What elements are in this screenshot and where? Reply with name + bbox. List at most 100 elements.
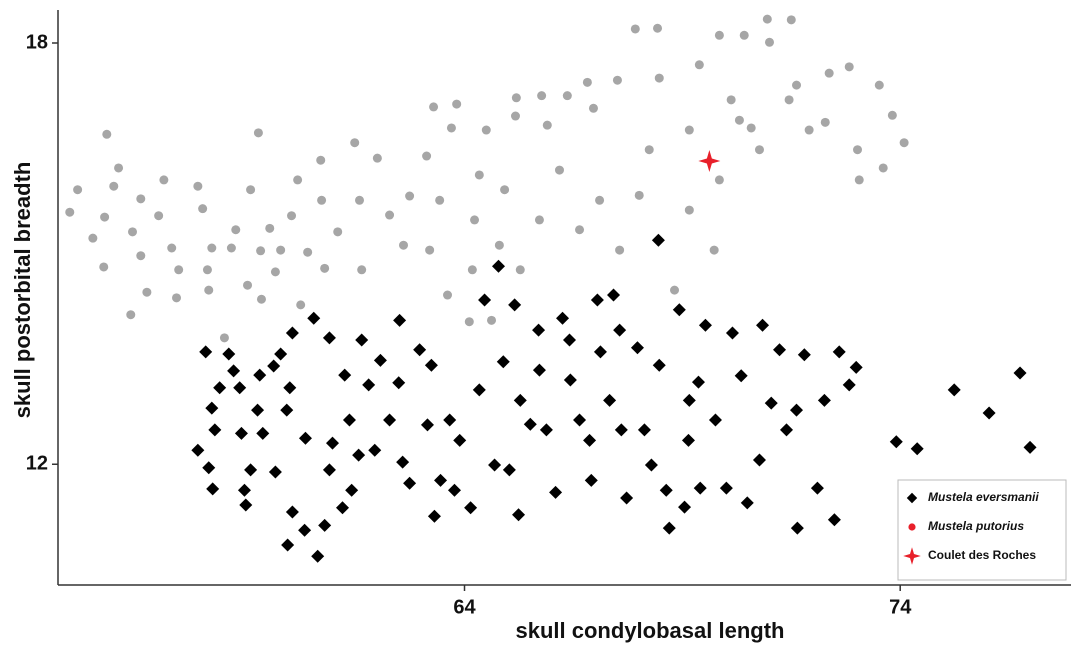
point [362,378,376,392]
point [352,448,366,462]
point [756,318,770,332]
point [193,181,203,191]
point [136,251,146,261]
point [734,115,744,125]
point [256,294,266,304]
point [620,491,634,505]
point [512,508,526,522]
point [854,175,864,185]
point [899,138,909,148]
point [256,246,266,256]
point [510,111,520,121]
point [612,75,622,85]
point [746,123,756,133]
point [734,369,748,383]
point [630,24,640,34]
point [298,523,312,537]
point [662,521,676,535]
point [549,485,563,499]
point [280,403,294,417]
point [383,413,397,427]
point [786,15,796,25]
point [804,125,814,135]
point [413,343,427,357]
legend-label: Mustela eversmanii [928,490,1039,504]
point [191,443,205,457]
point [670,285,680,295]
point [205,401,219,415]
point [824,68,834,78]
point [207,243,217,253]
point [614,423,628,437]
point [754,145,764,155]
point [219,333,229,343]
point [681,433,695,447]
point [575,225,585,235]
point [508,298,522,312]
point [267,359,281,373]
point [491,259,505,273]
point [206,482,220,496]
legend-marker [903,547,921,565]
point [202,461,216,475]
point [405,191,415,201]
point [355,195,365,205]
series-star [698,149,721,172]
point [99,262,109,272]
point [693,481,707,495]
point [293,175,303,185]
point [467,265,477,275]
point [684,205,694,215]
point [584,473,598,487]
point [764,37,774,47]
point [420,418,434,432]
point [534,215,544,225]
point [630,341,644,355]
point [283,381,297,395]
point [644,145,654,155]
point [691,375,705,389]
point [65,207,75,217]
point [607,288,621,302]
point [478,293,492,307]
point [709,245,719,255]
point [396,455,410,469]
point [227,364,241,378]
point [810,481,824,495]
point [298,431,312,445]
point [109,181,119,191]
point [874,80,884,90]
point [253,128,263,138]
point [982,406,996,420]
point [452,99,462,109]
point [453,433,467,447]
point [325,436,339,450]
legend-label: Coulet des Roches [928,548,1036,562]
point [393,313,407,327]
point [513,393,527,407]
point [573,413,587,427]
point [651,233,665,247]
point [654,73,664,83]
point [285,505,299,519]
point [817,393,831,407]
point [684,125,694,135]
point [159,175,169,185]
point [174,265,184,275]
point [470,215,480,225]
point [399,240,409,250]
y-tick-label: 18 [26,31,48,53]
point [345,483,359,497]
point [320,263,330,273]
point [102,129,112,139]
point [88,233,98,243]
point [554,165,564,175]
point [762,14,772,24]
point [372,153,382,163]
point [114,163,124,173]
point [281,538,295,552]
point [435,195,445,205]
point [542,120,552,130]
legend-marker [906,492,918,504]
point [678,500,692,514]
